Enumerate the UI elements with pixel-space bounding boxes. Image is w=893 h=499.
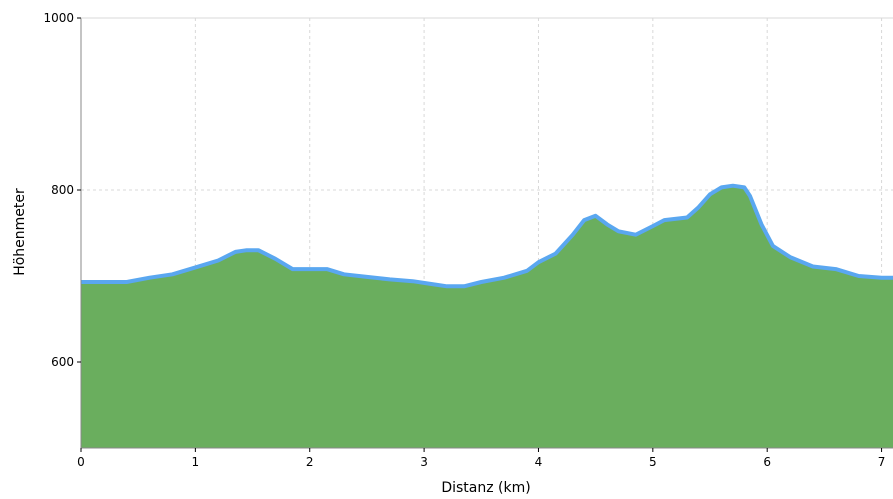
y-tick-label: 1000 (43, 11, 74, 25)
x-tick-label: 1 (192, 455, 200, 469)
x-axis-ticks: 0 1 2 3 4 5 6 7 (77, 448, 885, 469)
x-tick-label: 2 (306, 455, 314, 469)
y-tick-label: 600 (51, 355, 74, 369)
x-tick-label: 6 (763, 455, 771, 469)
axes (80, 17, 893, 449)
x-tick-label: 4 (535, 455, 543, 469)
x-axis-title: Distanz (km) (441, 480, 530, 496)
x-tick-label: 5 (649, 455, 657, 469)
elevation-area (81, 185, 893, 448)
elevation-line (80, 183, 893, 289)
x-tick-label: 3 (420, 455, 428, 469)
x-tick-label: 0 (77, 455, 85, 469)
y-axis-title: Höhenmeter (12, 188, 28, 276)
y-tick-label: 800 (51, 183, 74, 197)
x-tick-label: 7 (878, 455, 886, 469)
y-axis-ticks: 600 800 1000 (43, 11, 81, 369)
